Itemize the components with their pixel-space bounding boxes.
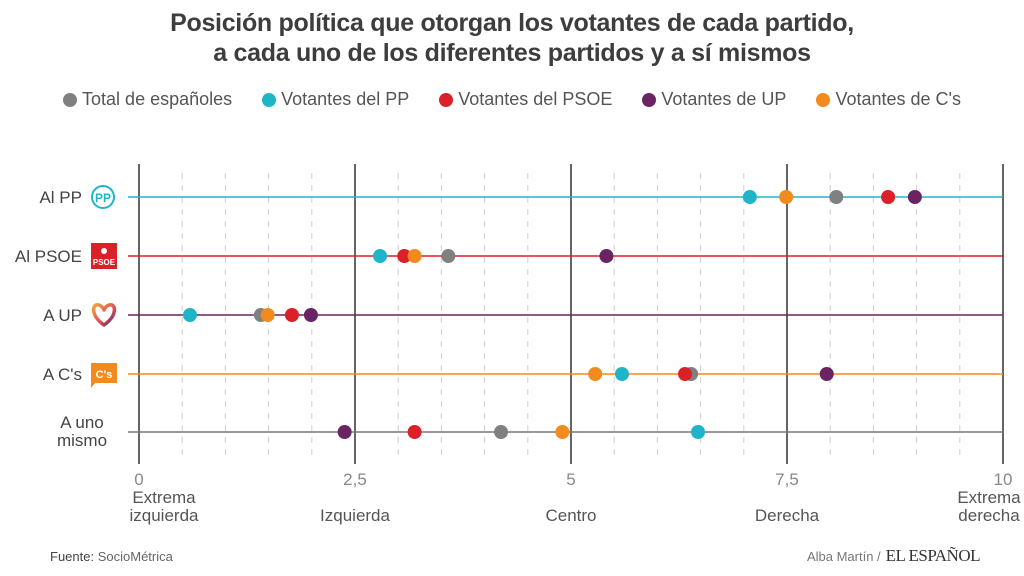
pp-logo-ring [91, 185, 115, 209]
data-point [260, 308, 275, 322]
legend-marker [262, 92, 277, 107]
x-tick-label: 5 [566, 470, 575, 489]
legend-marker [63, 92, 78, 107]
source-label: Fuente: [50, 549, 95, 564]
x-tick-label: 7,5 [775, 470, 799, 489]
x-category-label: Extrema [132, 488, 196, 507]
row-label: A UP [43, 306, 82, 325]
pp-logo-icon: PP [91, 185, 115, 209]
data-point [588, 367, 603, 381]
x-category-label: Derecha [755, 506, 820, 525]
x-category-label: Centro [545, 506, 596, 525]
data-point [881, 190, 896, 204]
legend-item: Votantes de C's [816, 89, 961, 110]
psoe-logo-bg [91, 243, 117, 269]
row-label: A C's [43, 365, 82, 384]
data-point [779, 190, 794, 204]
legend-item: Votantes de UP [642, 89, 786, 110]
data-point [555, 425, 570, 439]
data-point [303, 308, 318, 322]
row-label: mismo [57, 431, 107, 450]
data-point [337, 425, 352, 439]
data-point [373, 249, 388, 263]
data-point [678, 367, 693, 381]
x-tick-label: 0 [134, 470, 143, 489]
data-point [599, 249, 614, 263]
x-tick-label: 10 [994, 470, 1013, 489]
data-point [407, 425, 422, 439]
x-category-label: Izquierda [320, 506, 390, 525]
data-point [397, 249, 412, 263]
row-icons: PP PSOE C's [91, 185, 117, 388]
legend-marker [642, 92, 657, 107]
cs-logo-icon: C's [91, 363, 117, 388]
pp-logo-text: PP [95, 191, 111, 205]
data-point [691, 425, 706, 439]
data-point [829, 190, 844, 204]
legend-marker [816, 92, 831, 107]
x-axis-ticks: 0Extremaizquierda2,5Izquierda5Centro7,5D… [130, 470, 1022, 525]
data-point [407, 249, 422, 263]
data-point [614, 367, 629, 381]
chart-title-line-1: Posición política que otorgan los votant… [170, 9, 854, 37]
row-label: Al PSOE [15, 247, 82, 266]
up-heart-logo-icon [91, 303, 117, 327]
data-point [441, 249, 456, 263]
source-value: SocioMétrica [97, 549, 173, 564]
legend-label: Votantes del PSOE [458, 89, 613, 109]
psoe-logo-text: PSOE [93, 258, 116, 267]
x-category-label: izquierda [130, 506, 200, 525]
psoe-logo-rose [101, 248, 107, 254]
data-point [742, 190, 757, 204]
author: Alba Martín / [806, 549, 881, 564]
chart-title: Posición política que otorgan los votant… [0, 8, 1024, 68]
legend-item: Total de españoles [63, 89, 232, 110]
x-tick-label: 2,5 [343, 470, 367, 489]
brand-logo: EL ESPAÑOL [885, 546, 981, 565]
data-point [284, 308, 299, 322]
legend-label: Total de españoles [82, 89, 233, 109]
row-label: Al PP [39, 188, 82, 207]
x-category-label: Extrema [957, 488, 1021, 507]
x-category-label: derecha [958, 506, 1020, 525]
legend-label: Votantes del PP [281, 89, 410, 109]
cs-logo-bubble [91, 363, 117, 388]
legend-label: Votantes de C's [835, 89, 961, 109]
cs-logo-text: C's [96, 369, 113, 381]
data-points [182, 190, 922, 439]
legend-label: Votantes de UP [661, 89, 787, 109]
legend: Total de españoles Votantes del PP Votante… [0, 89, 1024, 110]
grid [138, 164, 1004, 464]
data-point [907, 190, 922, 204]
data-point [494, 425, 509, 439]
up-heart-path [91, 303, 117, 327]
chart-title-line-2: a cada uno de los diferentes partidos y … [213, 39, 811, 67]
legend-marker [439, 92, 454, 107]
data-point [819, 367, 834, 381]
legend-item: Votantes del PP [262, 89, 409, 110]
data-point [182, 308, 197, 322]
row-label: A uno [60, 413, 104, 432]
source-note: Fuente: SocioMétrica [50, 549, 173, 564]
psoe-logo-icon: PSOE [91, 243, 117, 269]
legend-item: Votantes del PSOE [439, 89, 612, 110]
credit: Alba Martín / EL ESPAÑOL [806, 546, 981, 566]
